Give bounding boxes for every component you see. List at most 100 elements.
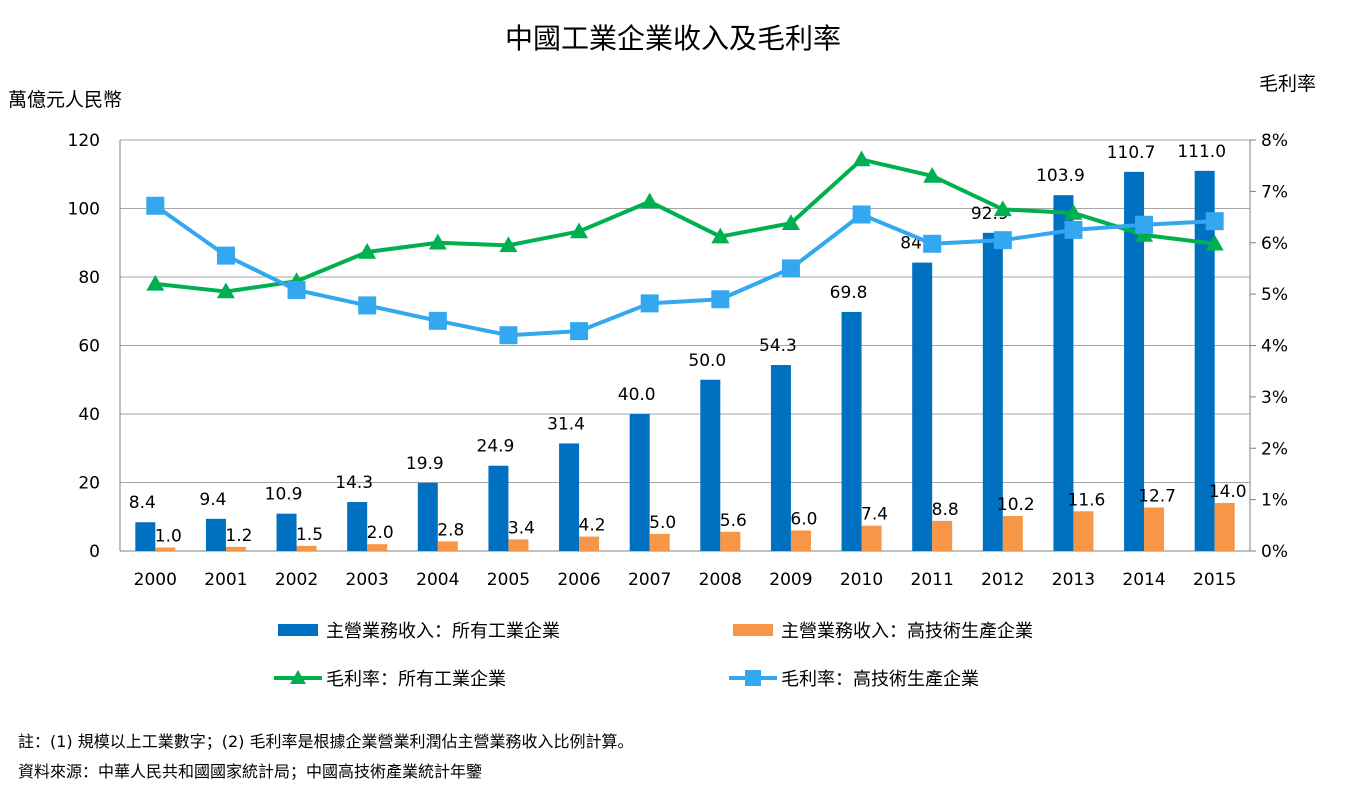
- bar-data-label: 5.6: [720, 511, 747, 531]
- x-tick-label: 2001: [204, 570, 247, 590]
- y-tick-label: 60: [78, 337, 100, 357]
- bar-data-label: 2.0: [367, 523, 394, 543]
- bar: [1144, 507, 1165, 551]
- data-point-square: [499, 326, 518, 345]
- y2-tick-label: 1%: [1261, 491, 1288, 511]
- bar-data-label: 14.0: [1209, 482, 1247, 502]
- bar-data-label: 9.4: [199, 490, 226, 510]
- bar: [1053, 195, 1074, 551]
- bar: [296, 545, 317, 551]
- x-tick-label: 2010: [840, 570, 883, 590]
- x-tick-label: 2006: [557, 570, 600, 590]
- bar: [861, 525, 882, 551]
- y2-tick-label: 2%: [1261, 439, 1288, 459]
- data-point-triangle: [358, 242, 377, 259]
- y-axis-title: 萬億元人民幣: [8, 89, 122, 111]
- bar-data-label: 11.6: [1068, 490, 1106, 510]
- bar-data-label: 40.0: [618, 385, 656, 405]
- data-point-square: [1135, 215, 1154, 234]
- data-point-square: [923, 234, 942, 253]
- x-tick-label: 2015: [1193, 570, 1236, 590]
- bar: [1002, 516, 1023, 551]
- data-point-triangle: [923, 166, 942, 183]
- bar-data-label: 19.9: [406, 454, 444, 474]
- footnote: 註：(1) 規模以上工業數字；(2) 毛利率是根據企業營業利潤佔主營業務收入比例…: [18, 732, 634, 751]
- x-tick-label: 2005: [487, 570, 530, 590]
- bar-data-label: 5.0: [649, 513, 676, 533]
- legend-swatch: [733, 624, 773, 636]
- data-point-triangle: [993, 200, 1012, 217]
- bar-data-label: 10.9: [265, 485, 303, 505]
- data-point-triangle: [1205, 234, 1224, 251]
- x-tick-label: 2004: [416, 570, 459, 590]
- legend-label: 毛利率：高技術生產企業: [781, 669, 979, 690]
- data-point-triangle: [216, 282, 235, 299]
- bar-data-label: 111.0: [1177, 142, 1226, 162]
- data-point-square: [287, 281, 306, 300]
- bar: [720, 531, 741, 551]
- bar: [912, 262, 933, 551]
- bar-data-label: 8.8: [932, 500, 959, 520]
- data-point-triangle: [852, 150, 871, 167]
- data-point-square: [852, 205, 871, 224]
- bar-data-label: 12.7: [1138, 487, 1176, 507]
- bar: [417, 482, 438, 551]
- bar-data-label: 2.8: [437, 520, 464, 540]
- bar: [932, 520, 953, 551]
- data-point-square: [1064, 220, 1083, 239]
- bar: [437, 541, 458, 551]
- x-tick-label: 2011: [911, 570, 954, 590]
- bar-data-label: 7.4: [861, 505, 888, 525]
- data-point-square: [640, 294, 659, 313]
- bar-data-label: 24.9: [477, 437, 515, 457]
- bar: [700, 379, 721, 551]
- bar-data-label: 54.3: [759, 336, 797, 356]
- x-tick-label: 2014: [1122, 570, 1165, 590]
- bar: [205, 518, 226, 551]
- bar-data-label: 3.4: [508, 518, 535, 538]
- bar: [579, 536, 600, 551]
- data-point-square: [570, 322, 589, 341]
- bar-data-label: 1.0: [155, 527, 182, 547]
- legend-swatch: [278, 624, 318, 636]
- data-point-square: [781, 259, 800, 278]
- x-tick-label: 2008: [699, 570, 742, 590]
- bar-data-label: 6.0: [790, 509, 817, 529]
- y2-tick-label: 3%: [1261, 388, 1288, 408]
- bar: [1073, 511, 1094, 551]
- bar: [155, 547, 176, 551]
- bar: [347, 502, 368, 551]
- y2-axis-title: 毛利率: [1259, 73, 1316, 95]
- data-point-square: [993, 231, 1012, 250]
- y2-tick-label: 5%: [1261, 285, 1288, 305]
- data-point-triangle: [428, 233, 447, 250]
- bar-data-label: 1.5: [296, 525, 323, 545]
- bar-data-label: 4.2: [579, 516, 606, 536]
- bar: [629, 414, 650, 551]
- data-point-square: [711, 290, 730, 309]
- bar: [276, 513, 297, 551]
- bar-data-label: 8.4: [129, 493, 156, 513]
- bar-data-label: 31.4: [547, 414, 585, 434]
- y2-tick-label: 4%: [1261, 337, 1288, 357]
- data-point-square: [358, 296, 377, 315]
- data-point-triangle: [781, 214, 800, 230]
- bar: [488, 465, 509, 551]
- bar: [367, 544, 388, 551]
- y2-tick-label: 7%: [1261, 182, 1288, 202]
- bar: [841, 311, 862, 551]
- data-point-square: [146, 196, 165, 215]
- bar: [1124, 171, 1145, 552]
- data-point-triangle: [1135, 226, 1154, 242]
- bar-data-label: 110.7: [1107, 143, 1156, 163]
- x-tick-label: 2007: [628, 570, 671, 590]
- x-tick-label: 2009: [769, 570, 812, 590]
- x-tick-label: 2012: [981, 570, 1024, 590]
- legend-label: 主營業務收入：所有工業企業: [326, 621, 560, 642]
- bar: [790, 530, 811, 551]
- data-point-triangle: [711, 227, 730, 244]
- y-tick-label: 40: [78, 405, 100, 425]
- legend-marker: [745, 670, 761, 686]
- bar-data-label: 69.8: [830, 283, 868, 303]
